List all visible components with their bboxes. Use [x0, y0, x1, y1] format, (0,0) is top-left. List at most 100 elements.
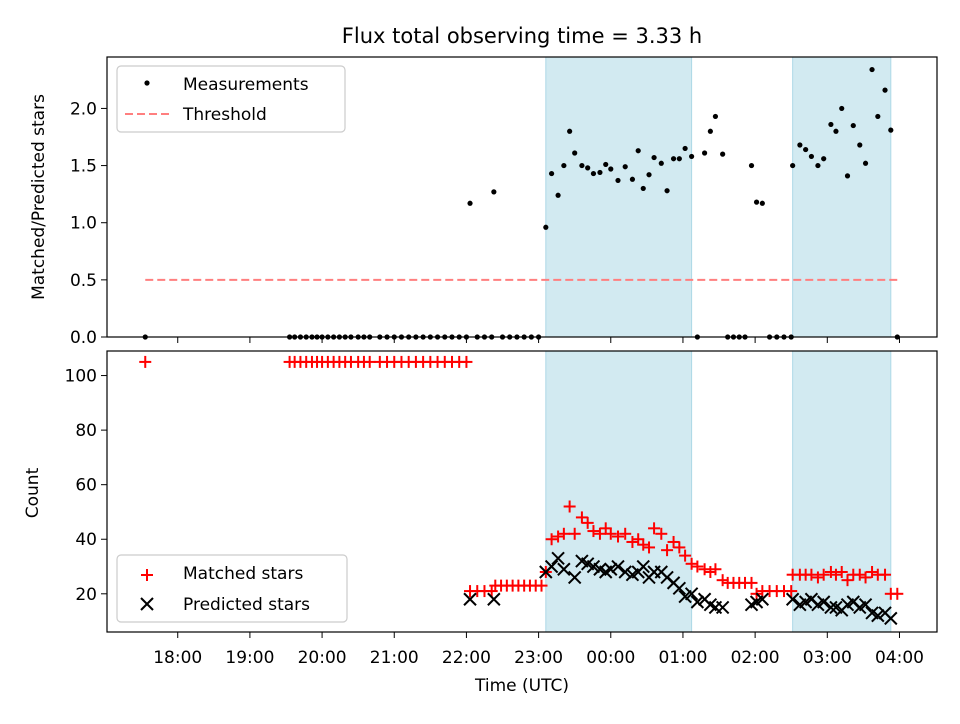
matched-star-marker: [568, 527, 581, 540]
measurement-point: [815, 162, 821, 169]
y-tick-label: 40: [75, 530, 97, 550]
x-tick-label: 18:00: [153, 648, 202, 668]
predicted-star-marker: [715, 600, 730, 615]
top-highlight-bands: [545, 56, 892, 338]
measurement-point: [572, 150, 578, 156]
predicted-marker-b: [487, 592, 501, 606]
bottom-axes-frame: [106, 350, 938, 633]
matched-star-marker: [552, 530, 565, 543]
matched-star-markers: [139, 355, 904, 600]
top-legend: Measurements Threshold: [116, 65, 346, 133]
matched-star-marker: [535, 579, 548, 592]
measurement-point: [548, 170, 555, 177]
matched-star-marker: [632, 533, 645, 546]
y-tick-label: 100: [65, 367, 97, 387]
predicted-marker-b: [463, 592, 477, 606]
bottom-panel: 20 40 60 80 100 18:00 19:00 20:00 21:00 22:00 23:…: [23, 350, 938, 696]
top-y-axis-label: Matched/Predicted stars: [29, 94, 49, 300]
x-tick-label: 02:00: [731, 648, 780, 668]
predicted-marker-b: [672, 581, 687, 596]
matched-star-marker: [563, 500, 576, 513]
measurement-point: [646, 172, 652, 178]
predicted-marker-b: [785, 592, 800, 606]
measurement-point: [561, 162, 567, 169]
matched-star-marker: [619, 527, 632, 540]
predicted-marker-b: [690, 595, 705, 609]
measurement-point: [615, 177, 621, 184]
measurement-point: [844, 173, 851, 179]
matched-star-marker: [716, 574, 729, 587]
top-legend-box: [116, 65, 346, 133]
matched-star-marker: [643, 541, 656, 554]
matched-star-marker: [587, 525, 600, 538]
legend-matched-marker: [141, 569, 153, 581]
legend-predicted-marker: [140, 597, 154, 611]
predicted-marker-b: [858, 598, 873, 612]
matched-star-marker: [575, 511, 588, 524]
bottom-legend: Matched stars Predicted stars: [116, 554, 348, 623]
matched-star-marker: [655, 527, 668, 540]
matched-star-marker: [879, 568, 892, 581]
legend-predicted-label: Predicted stars: [183, 595, 310, 615]
measurement-point: [491, 189, 497, 195]
predicted-marker-b: [824, 600, 838, 615]
predicted-star-marker: [618, 565, 632, 579]
measurement-point: [682, 145, 688, 152]
bottom-y-ticks: 20 40 60 80 100: [65, 367, 107, 605]
matched-star-marker: [611, 530, 624, 543]
predicted-star-marker: [690, 595, 705, 609]
matched-star-marker: [626, 535, 639, 548]
x-tick-label: 03:00: [803, 648, 852, 668]
measurement-point: [833, 128, 839, 134]
predicted-marker-b: [684, 587, 699, 601]
predicted-marker-b: [865, 606, 879, 620]
y-tick-label: 2.0: [70, 99, 97, 119]
predicted-star-marker: [611, 559, 625, 574]
measurement-point: [888, 127, 894, 133]
predicted-star-marker: [544, 559, 559, 574]
measurement-point: [651, 154, 657, 161]
matched-star-marker: [557, 527, 570, 540]
matched-star-marker: [841, 574, 854, 587]
measurement-point: [882, 87, 888, 93]
y-tick-label: 0.0: [70, 328, 97, 348]
matched-star-marker: [637, 538, 650, 551]
measurement-point: [689, 153, 695, 160]
matched-star-marker: [604, 527, 617, 540]
predicted-marker-b: [575, 554, 589, 568]
predicted-marker-b: [611, 559, 625, 574]
y-tick-label: 20: [75, 585, 97, 605]
bottom-legend-box: [116, 554, 348, 623]
y-tick-label: 60: [75, 476, 97, 496]
y-tick-label: 80: [75, 421, 97, 441]
measurement-point: [670, 156, 677, 162]
predicted-star-marker: [871, 608, 885, 623]
measurement-point: [797, 142, 803, 148]
measurement-point: [635, 148, 641, 154]
measurement-point: [467, 200, 473, 206]
x-tick-label: 00:00: [586, 648, 635, 668]
top-band-1: [545, 56, 693, 338]
predicted-star-marker: [884, 611, 898, 626]
measurement-point: [579, 162, 585, 169]
matched-star-marker: [593, 527, 606, 540]
matched-star-marker: [460, 355, 473, 368]
matched-star-marker: [785, 585, 798, 598]
legend-measurement-marker: [144, 80, 150, 86]
matched-star-marker: [853, 568, 866, 581]
matched-star-marker: [673, 541, 686, 554]
matched-star-marker: [709, 563, 722, 576]
matched-star-marker: [805, 568, 818, 581]
matched-star-marker: [667, 535, 680, 548]
measurement-point: [608, 166, 614, 172]
predicted-marker-b: [551, 551, 565, 566]
matched-star-marker: [545, 533, 558, 546]
x-tick-label: 20:00: [298, 648, 347, 668]
x-tick-label: 04:00: [875, 648, 924, 668]
measurement-point: [590, 170, 597, 177]
predicted-star-marker: [816, 595, 831, 609]
predicted-marker-b: [586, 559, 601, 574]
matched-star-marker: [866, 565, 879, 578]
matched-star-marker: [829, 568, 842, 581]
predicted-marker-b: [557, 562, 571, 576]
